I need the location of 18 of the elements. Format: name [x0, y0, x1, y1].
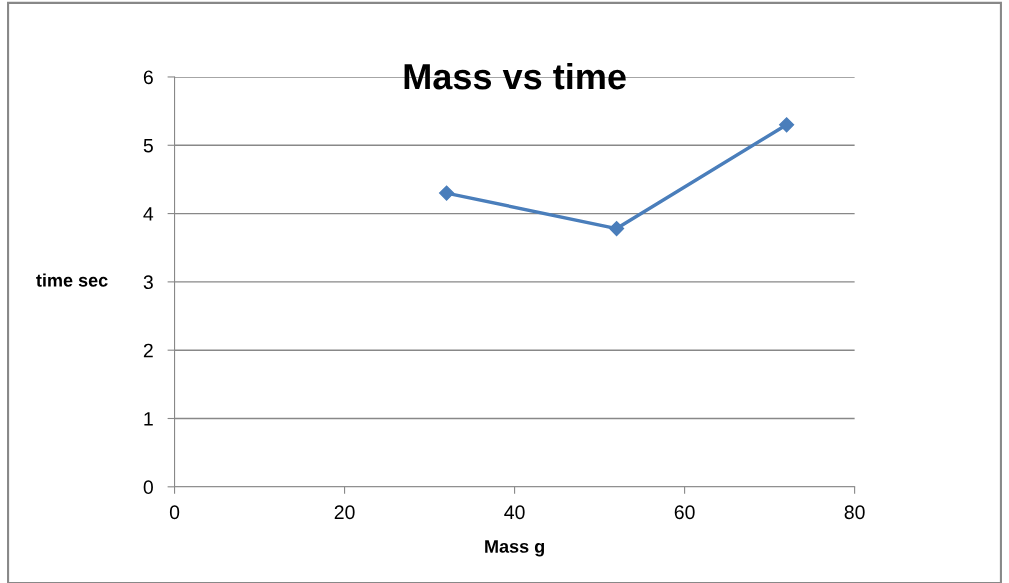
y-tick-label: 3 [143, 275, 153, 290]
x-tick-label: 60 [674, 505, 695, 520]
x-tick-label: 80 [844, 505, 865, 520]
point [609, 221, 625, 237]
x-tick-label: 40 [504, 505, 525, 520]
x-tick-label: 0 [169, 505, 180, 520]
point [439, 185, 455, 201]
y-axis-title: time sec [36, 273, 108, 287]
y-tick-label: 1 [144, 412, 153, 426]
y-tick-label: 5 [143, 138, 153, 153]
x-tick-label: 20 [334, 505, 355, 520]
chart-title: Mass vs time [404, 62, 626, 90]
y-tick-label: 4 [143, 207, 154, 221]
y-tick-label: 6 [143, 70, 153, 85]
y-tick-label: 0 [143, 480, 153, 495]
x-axis-title: Mass g [485, 540, 544, 557]
y-tick-label: 2 [143, 343, 153, 358]
point [779, 117, 795, 133]
